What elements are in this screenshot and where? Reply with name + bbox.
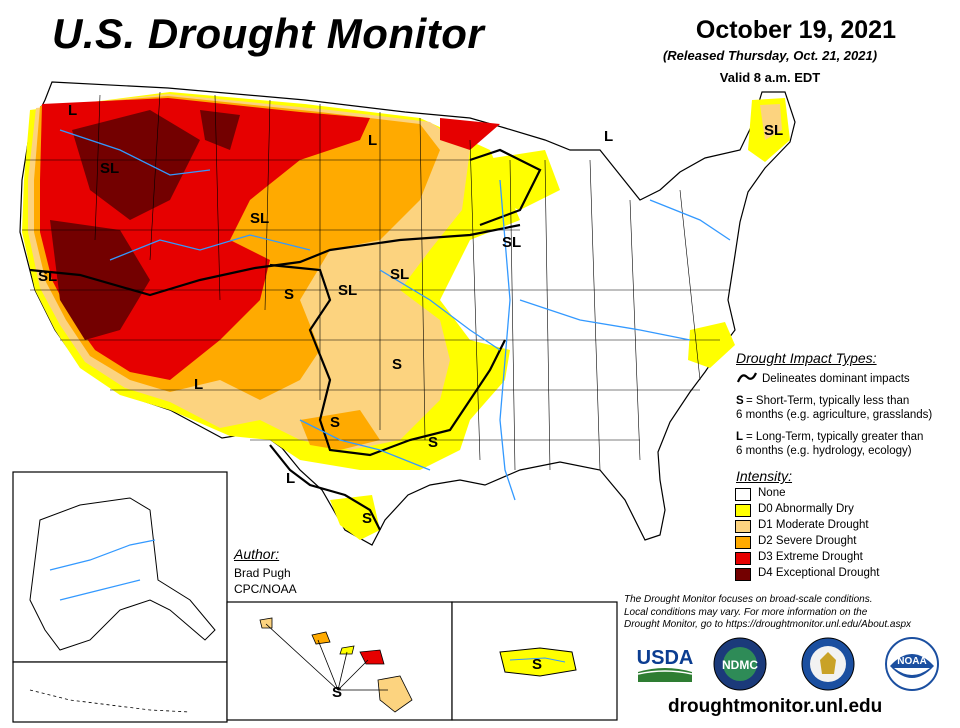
delineates-text: Delineates dominant impacts <box>762 373 910 385</box>
d1-northeast <box>760 104 782 140</box>
disclaimer-line: Drought Monitor, go to https://droughtmo… <box>624 619 912 630</box>
d0-upper-mi <box>480 150 560 210</box>
impact-types-heading: Drought Impact Types: <box>736 350 877 366</box>
website-url[interactable]: droughtmonitor.unl.edu <box>668 696 883 717</box>
author-org: CPC/NOAA <box>234 582 297 596</box>
long-term-desc-2: 6 months (e.g. hydrology, ecology) <box>736 445 912 457</box>
map-title: U.S. Drought Monitor <box>52 10 485 57</box>
impact-label: S <box>330 414 341 431</box>
author-name: Brad Pugh <box>234 566 291 580</box>
impact-label: SL <box>764 122 784 139</box>
intensity-swatch <box>735 520 751 533</box>
intensity-swatch <box>735 488 751 501</box>
impact-label: SL <box>390 266 410 283</box>
impact-label: L <box>368 132 378 149</box>
impact-label: S <box>362 510 373 527</box>
puerto-rico-shape <box>499 647 577 677</box>
intensity-label: D1 Moderate Drought <box>758 519 869 531</box>
impact-label: S <box>428 434 439 451</box>
commerce-seal-logo <box>801 637 855 691</box>
usda-logo: USDA <box>637 647 694 682</box>
impact-label: L <box>286 470 296 487</box>
d4-northwest <box>72 110 200 220</box>
intensity-label: None <box>758 487 786 499</box>
intensity-swatch <box>735 568 751 581</box>
impact-label: L <box>604 128 614 145</box>
svg-text:USDA: USDA <box>637 647 694 669</box>
svg-text:NOAA: NOAA <box>897 656 926 667</box>
impact-label: SL <box>502 234 522 251</box>
intensity-label: D2 Severe Drought <box>758 535 857 547</box>
map-date: October 19, 2021 <box>695 16 896 44</box>
d4-montana <box>200 110 240 150</box>
svg-text:NDMC: NDMC <box>722 658 758 672</box>
impact-line-midwest <box>469 148 542 227</box>
intensity-heading: Intensity: <box>736 468 793 484</box>
aleutian-inset <box>12 661 228 723</box>
release-date: (Released Thursday, Oct. 21, 2021) <box>662 48 878 63</box>
disclaimer-line: Local conditions may vary. For more info… <box>624 606 868 618</box>
noaa-logo: NOAA <box>885 637 939 691</box>
impact-label: SL <box>250 210 270 227</box>
delineation-line-icon <box>736 372 758 383</box>
intensity-swatch <box>735 552 751 565</box>
impact-label: S <box>284 286 295 303</box>
d0-gulf <box>330 495 380 540</box>
d0-midatlantic <box>688 322 735 368</box>
author-heading: Author: <box>234 546 280 562</box>
valid-time: Valid 8 a.m. EDT <box>719 70 821 85</box>
impact-label: SL <box>38 268 58 285</box>
d3-northmn <box>440 118 500 150</box>
intensity-label: D4 Exceptional Drought <box>758 567 880 579</box>
intensity-swatch <box>735 536 751 549</box>
impact-line-texas <box>269 444 381 531</box>
alaska-shape <box>29 497 216 651</box>
impact-label-hawaii: S <box>332 684 343 701</box>
short-term-desc-1: = Short-Term, typically less than <box>746 395 910 407</box>
intensity-swatch <box>735 504 751 517</box>
ndmc-logo: NDMC <box>713 637 767 691</box>
short-term-desc-2: 6 months (e.g. agriculture, grasslands) <box>736 409 933 421</box>
impact-label: L <box>68 102 78 119</box>
impact-label-puerto-rico: S <box>532 656 543 673</box>
impact-label: S <box>392 356 403 373</box>
long-term-key: L <box>736 431 744 443</box>
impact-line-plains <box>269 263 506 457</box>
disclaimer-line: The Drought Monitor focuses on broad-sca… <box>624 594 873 605</box>
impact-label: SL <box>338 282 358 299</box>
long-term-desc-1: = Long-Term, typically greater than <box>746 431 924 443</box>
impact-label: L <box>194 376 204 393</box>
disclaimer: The Drought Monitor focuses on broad-sca… <box>624 594 944 632</box>
impact-label: SL <box>100 160 120 177</box>
intensity-label: D0 Abnormally Dry <box>758 503 854 515</box>
short-term-key: S <box>736 395 744 407</box>
intensity-label: D3 Extreme Drought <box>758 551 863 563</box>
